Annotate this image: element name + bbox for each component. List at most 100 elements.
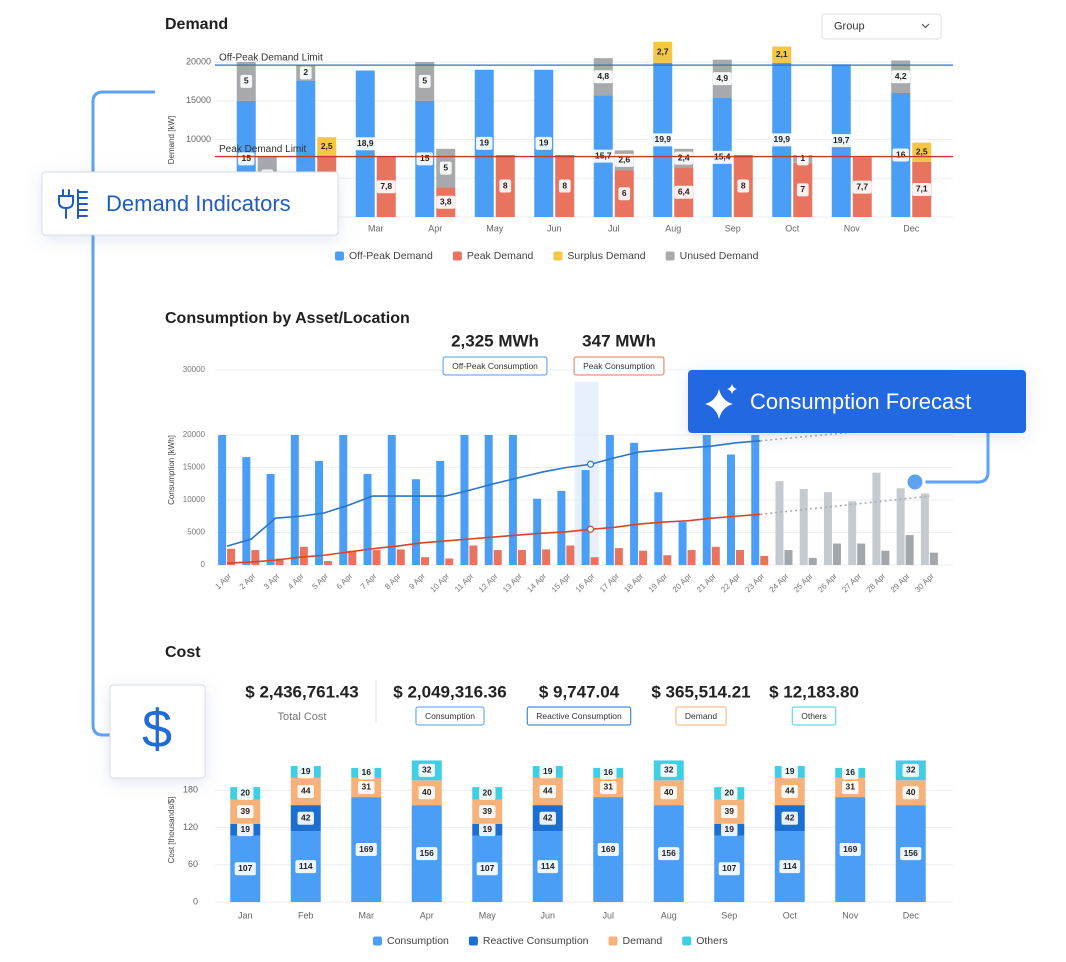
data-label: 156: [420, 848, 434, 858]
kpi-value: 347 MWh: [582, 331, 656, 350]
x-tick-label: Aug: [661, 910, 677, 920]
dropdown-label[interactable]: Group: [834, 20, 865, 32]
line: [226, 440, 761, 547]
bar: [469, 545, 478, 565]
legend-marker: [608, 936, 618, 946]
x-tick-label: 1 Apr: [213, 571, 233, 591]
data-label-bg: [539, 765, 556, 779]
x-tick-label: 18 Apr: [622, 571, 645, 594]
y-tick-label: 10000: [183, 495, 206, 504]
line-marker: [587, 460, 595, 468]
callout-box: [688, 370, 1026, 433]
dropdown-chevron: [921, 23, 930, 29]
y-tick-label: 180: [183, 785, 198, 795]
bar: [566, 545, 575, 565]
bar: [557, 490, 566, 565]
data-label-bg: [418, 786, 435, 800]
chart-title: Cost: [165, 644, 201, 661]
callout-label: Consumption Forecast: [750, 389, 971, 414]
bar: [654, 492, 663, 565]
data-label-bg: [721, 786, 738, 800]
legend-label: Surplus Demand: [567, 250, 645, 262]
data-label-bg: [295, 860, 317, 874]
kpi-label: Others: [801, 711, 827, 721]
x-tick-label: 17 Apr: [598, 571, 621, 594]
bar: [751, 435, 760, 565]
bar: [808, 557, 817, 565]
x-tick-label: Apr: [428, 223, 442, 233]
x-tick-label: 2 Apr: [238, 571, 258, 591]
legend-marker: [373, 936, 382, 946]
data-label: 19: [480, 138, 490, 148]
data-label: 19,9: [654, 134, 671, 144]
x-tick-label: Apr: [420, 910, 434, 920]
data-label: 40: [664, 787, 674, 797]
data-label: 1: [800, 153, 805, 163]
data-label-bg: [238, 152, 255, 166]
x-tick-label: 23 Apr: [743, 571, 766, 594]
bar: [266, 474, 275, 565]
data-label: 15: [420, 153, 430, 163]
bar: [275, 558, 284, 565]
data-label: 42: [301, 812, 311, 822]
kpi-label: Demand: [685, 711, 717, 721]
data-label-bg: [476, 136, 493, 150]
x-tick-label: Jan: [238, 910, 253, 920]
legend-label: Demand: [623, 935, 663, 947]
data-label-bg: [600, 780, 617, 794]
data-label: 42: [543, 812, 553, 822]
data-label: 3,8: [440, 197, 452, 207]
x-tick-label: 4 Apr: [286, 571, 306, 591]
dropdown-box[interactable]: [821, 13, 942, 40]
data-label-bg: [674, 185, 694, 199]
data-label: 5: [244, 76, 249, 86]
data-label-bg: [779, 860, 801, 874]
data-label: 7,8: [380, 181, 392, 191]
data-label: 7,1: [916, 184, 928, 194]
bar: [445, 558, 454, 565]
legend-marker: [452, 251, 462, 261]
group-dropdown[interactable]: Group: [821, 13, 942, 40]
data-label: 7,7: [856, 181, 868, 191]
bar: [363, 474, 372, 565]
data-label-bg: [902, 786, 919, 800]
data-label-bg: [234, 862, 256, 876]
data-label: 8: [741, 180, 746, 190]
x-tick-label: 20 Apr: [671, 571, 694, 594]
bar: [760, 555, 769, 565]
data-label: 107: [480, 863, 494, 873]
data-label-bg: [418, 763, 435, 777]
x-tick-label: Jun: [540, 910, 555, 920]
x-tick-label: 24 Apr: [768, 571, 791, 594]
legend-marker: [682, 936, 692, 946]
x-tick-label: 28 Apr: [865, 571, 888, 594]
sparkle-icon: [705, 384, 737, 419]
bar: [736, 550, 745, 565]
connector-dot: [904, 471, 926, 493]
bar: [905, 535, 914, 565]
line: [227, 513, 761, 564]
data-label-bg: [376, 180, 396, 194]
data-label: 19,9: [773, 134, 790, 144]
kpi-value: $ 2,049,316.36: [393, 682, 506, 701]
callout-box: [41, 171, 339, 236]
legend-marker: [468, 936, 478, 946]
bar: [653, 41, 673, 63]
bar: [533, 498, 542, 565]
kpi-label: Peak Consumption: [583, 361, 655, 371]
data-label: 114: [299, 861, 313, 871]
x-tick-label: Jul: [608, 223, 620, 233]
legend-marker: [665, 251, 675, 261]
data-label-bg: [479, 823, 496, 837]
data-label-bg: [539, 784, 556, 798]
x-tick-label: Nov: [842, 910, 859, 920]
data-label: 20: [483, 788, 493, 798]
data-label: 19: [725, 824, 735, 834]
data-label-bg: [658, 847, 680, 861]
bar: [339, 435, 348, 565]
x-tick-label: Nov: [844, 223, 861, 233]
x-tick-label: 8 Apr: [383, 571, 403, 591]
data-label-bg: [710, 150, 735, 164]
bar: [493, 550, 502, 565]
bar: [687, 550, 696, 565]
